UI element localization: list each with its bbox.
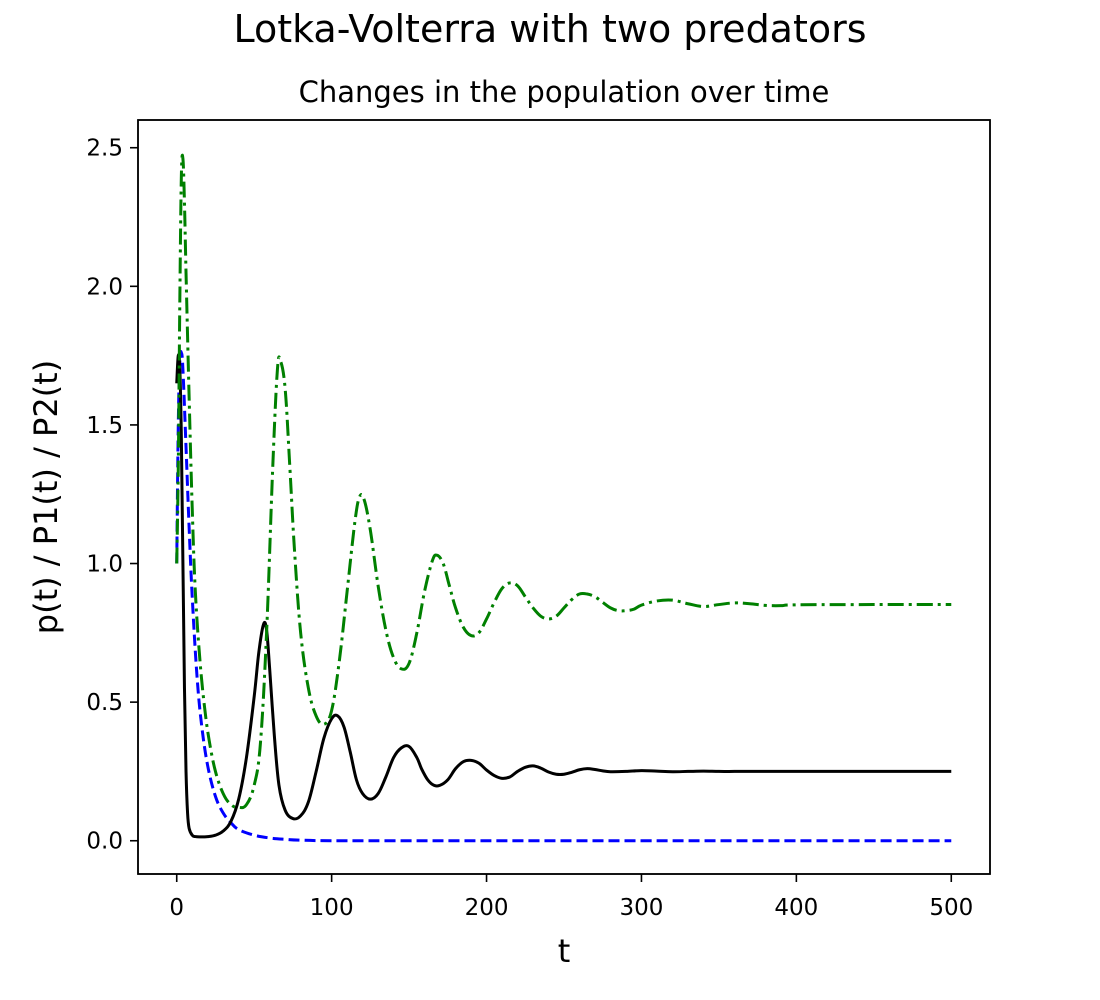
y-tick-label: 0.5 [86, 690, 123, 716]
y-axis-label: p(t) / P1(t) / P2(t) [27, 360, 65, 634]
x-tick-label: 100 [310, 895, 354, 921]
x-axis-ticks: 0 100 200 300 400 500 [169, 874, 973, 921]
x-axis-label: t [558, 932, 571, 970]
series-line-2 [175, 353, 952, 839]
x-tick-label: 300 [620, 895, 664, 921]
series-line-1 [175, 349, 952, 843]
plot-area [137, 119, 991, 875]
chart-suptitle: Lotka-Volterra with two predators [233, 7, 866, 51]
y-axis-ticks: 0.0 0.5 1.0 1.5 2.0 2.5 [86, 136, 138, 855]
y-tick-label: 2.0 [86, 274, 123, 300]
y-tick-label: 0.0 [86, 829, 123, 855]
series-line-3 [175, 153, 952, 810]
x-tick-label: 0 [169, 895, 184, 921]
x-tick-label: 500 [929, 895, 973, 921]
x-tick-label: 200 [465, 895, 509, 921]
y-tick-label: 1.5 [86, 413, 123, 439]
series-layer [175, 153, 952, 843]
y-tick-label: 2.5 [86, 136, 123, 162]
y-tick-label: 1.0 [86, 552, 123, 578]
plot-area [137, 119, 991, 875]
x-tick-label: 400 [774, 895, 818, 921]
chart-title: Changes in the population over time [299, 75, 830, 109]
